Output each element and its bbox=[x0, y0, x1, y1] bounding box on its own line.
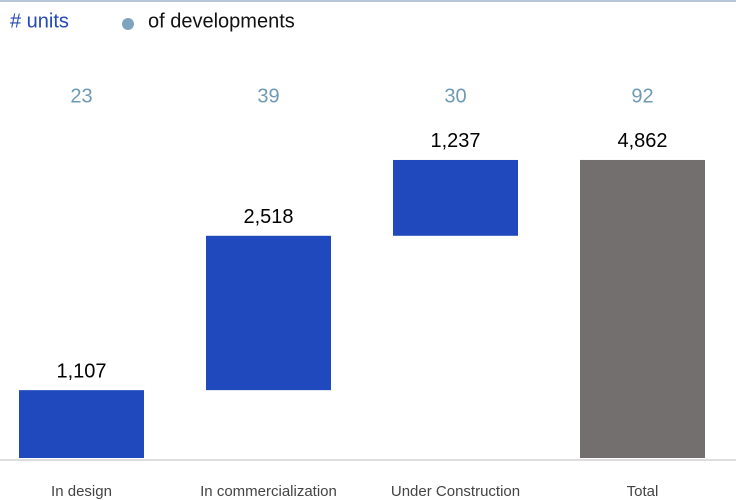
developments-label: 39 bbox=[257, 85, 279, 107]
category-label: In design bbox=[51, 483, 112, 500]
developments-label: 92 bbox=[631, 85, 653, 107]
bar bbox=[580, 159, 705, 458]
value-label: 4,862 bbox=[617, 130, 667, 152]
category-label: In commercialization bbox=[200, 483, 337, 500]
category-label: Under Construction bbox=[391, 483, 520, 500]
category-label: Total bbox=[627, 483, 659, 500]
legend-units: # units bbox=[10, 10, 69, 32]
value-label: 1,237 bbox=[430, 130, 480, 152]
legend-dot bbox=[122, 18, 134, 30]
bar bbox=[393, 159, 518, 236]
developments-label: 30 bbox=[444, 85, 466, 107]
value-label: 2,518 bbox=[243, 206, 293, 228]
bar bbox=[206, 235, 331, 391]
developments-label: 23 bbox=[70, 85, 92, 107]
legend-developments: of developments bbox=[148, 10, 295, 32]
bar bbox=[19, 390, 144, 458]
value-label: 1,107 bbox=[56, 360, 106, 382]
